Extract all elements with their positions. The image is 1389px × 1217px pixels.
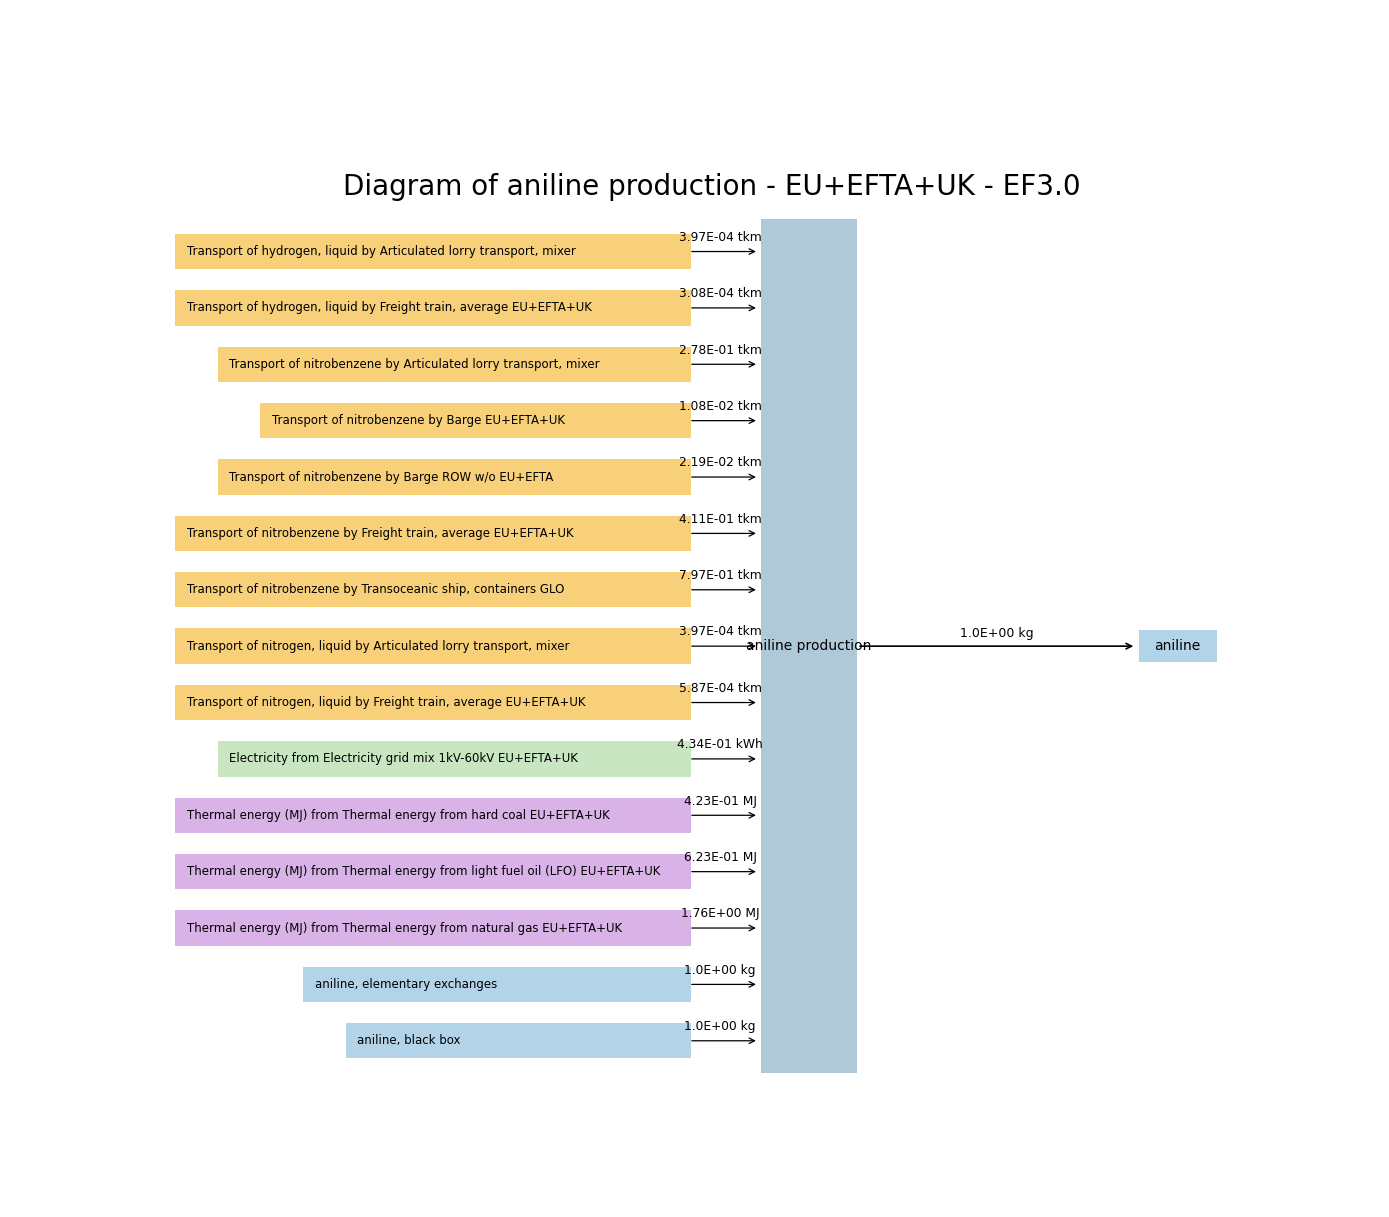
FancyBboxPatch shape xyxy=(218,741,692,776)
Text: 2.19E-02 tkm: 2.19E-02 tkm xyxy=(679,456,761,470)
Text: aniline production: aniline production xyxy=(746,639,872,654)
Text: aniline, elementary exchanges: aniline, elementary exchanges xyxy=(315,978,497,991)
Text: 6.23E-01 MJ: 6.23E-01 MJ xyxy=(683,851,757,864)
Text: Thermal energy (MJ) from Thermal energy from light fuel oil (LFO) EU+EFTA+UK: Thermal energy (MJ) from Thermal energy … xyxy=(186,865,660,879)
Text: Transport of nitrobenzene by Freight train, average EU+EFTA+UK: Transport of nitrobenzene by Freight tra… xyxy=(186,527,574,540)
Text: 4.23E-01 MJ: 4.23E-01 MJ xyxy=(683,795,757,808)
FancyBboxPatch shape xyxy=(260,403,692,438)
Text: Transport of hydrogen, liquid by Freight train, average EU+EFTA+UK: Transport of hydrogen, liquid by Freight… xyxy=(186,302,592,314)
FancyBboxPatch shape xyxy=(218,459,692,495)
Text: Thermal energy (MJ) from Thermal energy from natural gas EU+EFTA+UK: Thermal energy (MJ) from Thermal energy … xyxy=(186,921,622,935)
Text: 4.34E-01 kWh: 4.34E-01 kWh xyxy=(676,739,763,751)
FancyBboxPatch shape xyxy=(175,910,692,946)
FancyBboxPatch shape xyxy=(175,797,692,832)
FancyBboxPatch shape xyxy=(175,290,692,326)
Text: Transport of nitrobenzene by Transoceanic ship, containers GLO: Transport of nitrobenzene by Transoceani… xyxy=(186,583,564,596)
Text: 1.76E+00 MJ: 1.76E+00 MJ xyxy=(681,908,760,920)
FancyBboxPatch shape xyxy=(175,516,692,551)
Text: 3.08E-04 tkm: 3.08E-04 tkm xyxy=(679,287,761,301)
Text: 2.78E-01 tkm: 2.78E-01 tkm xyxy=(679,343,761,357)
Text: Transport of nitrobenzene by Barge ROW w/o EU+EFTA: Transport of nitrobenzene by Barge ROW w… xyxy=(229,471,554,483)
Text: Electricity from Electricity grid mix 1kV-60kV EU+EFTA+UK: Electricity from Electricity grid mix 1k… xyxy=(229,752,578,765)
Text: 3.97E-04 tkm: 3.97E-04 tkm xyxy=(679,626,761,639)
Text: Thermal energy (MJ) from Thermal energy from hard coal EU+EFTA+UK: Thermal energy (MJ) from Thermal energy … xyxy=(186,809,610,821)
Text: 1.08E-02 tkm: 1.08E-02 tkm xyxy=(679,400,761,413)
FancyBboxPatch shape xyxy=(218,347,692,382)
Text: Diagram of aniline production - EU+EFTA+UK - EF3.0: Diagram of aniline production - EU+EFTA+… xyxy=(343,173,1081,201)
FancyBboxPatch shape xyxy=(175,854,692,890)
Text: 7.97E-01 tkm: 7.97E-01 tkm xyxy=(679,570,761,582)
Bar xyxy=(761,219,857,1073)
Text: 1.0E+00 kg: 1.0E+00 kg xyxy=(685,1020,756,1033)
Text: Transport of nitrobenzene by Barge EU+EFTA+UK: Transport of nitrobenzene by Barge EU+EF… xyxy=(272,414,565,427)
FancyBboxPatch shape xyxy=(175,685,692,720)
Text: 5.87E-04 tkm: 5.87E-04 tkm xyxy=(678,682,761,695)
Text: Transport of nitrogen, liquid by Articulated lorry transport, mixer: Transport of nitrogen, liquid by Articul… xyxy=(186,640,569,652)
Text: 4.11E-01 tkm: 4.11E-01 tkm xyxy=(679,512,761,526)
Text: Transport of nitrobenzene by Articulated lorry transport, mixer: Transport of nitrobenzene by Articulated… xyxy=(229,358,600,371)
FancyBboxPatch shape xyxy=(346,1023,692,1059)
Text: Transport of nitrogen, liquid by Freight train, average EU+EFTA+UK: Transport of nitrogen, liquid by Freight… xyxy=(186,696,585,710)
Text: 1.0E+00 kg: 1.0E+00 kg xyxy=(960,627,1033,640)
FancyBboxPatch shape xyxy=(1139,630,1217,662)
Text: aniline, black box: aniline, black box xyxy=(357,1034,461,1048)
Text: 3.97E-04 tkm: 3.97E-04 tkm xyxy=(679,231,761,243)
FancyBboxPatch shape xyxy=(175,628,692,663)
FancyBboxPatch shape xyxy=(175,234,692,269)
Text: Transport of hydrogen, liquid by Articulated lorry transport, mixer: Transport of hydrogen, liquid by Articul… xyxy=(186,245,575,258)
Text: 1.0E+00 kg: 1.0E+00 kg xyxy=(685,964,756,977)
FancyBboxPatch shape xyxy=(303,966,692,1002)
FancyBboxPatch shape xyxy=(175,572,692,607)
Text: aniline: aniline xyxy=(1154,639,1200,654)
